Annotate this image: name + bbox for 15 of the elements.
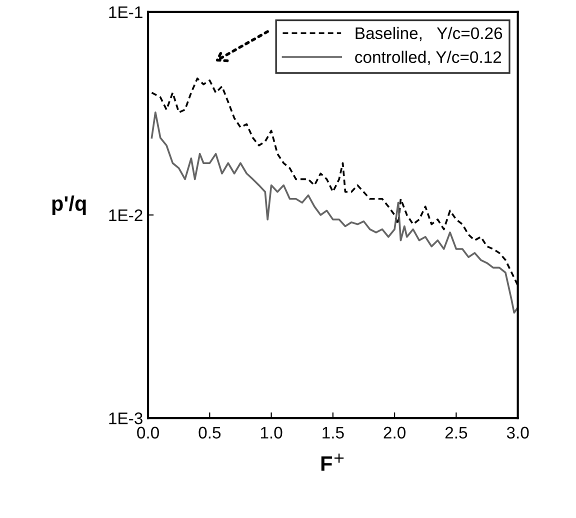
legend-label: Baseline, Y/c=0.26 bbox=[356, 26, 502, 42]
x-tick-label: 2.5 bbox=[445, 426, 468, 439]
x-tick-label: 1.5 bbox=[322, 426, 344, 439]
y-axis-title: p'/q bbox=[52, 196, 86, 215]
x-tick-label: 0.5 bbox=[198, 426, 221, 439]
y-tick-label: 1E-1 bbox=[109, 6, 142, 18]
x-tick-label: 1.0 bbox=[260, 426, 282, 439]
legend-label: controlled, Y/c=0.12 bbox=[355, 50, 502, 65]
line-series bbox=[150, 111, 518, 314]
y-tick-label: 1E-3 bbox=[109, 412, 142, 424]
x-tick-label: 3.0 bbox=[506, 426, 529, 439]
y-tick-label: 1E-2 bbox=[109, 209, 142, 222]
x-tick-label: 2.0 bbox=[384, 426, 406, 439]
x-tick-label: 0.0 bbox=[137, 426, 159, 439]
x-axis-title: F$^{+}$ bbox=[321, 454, 344, 471]
